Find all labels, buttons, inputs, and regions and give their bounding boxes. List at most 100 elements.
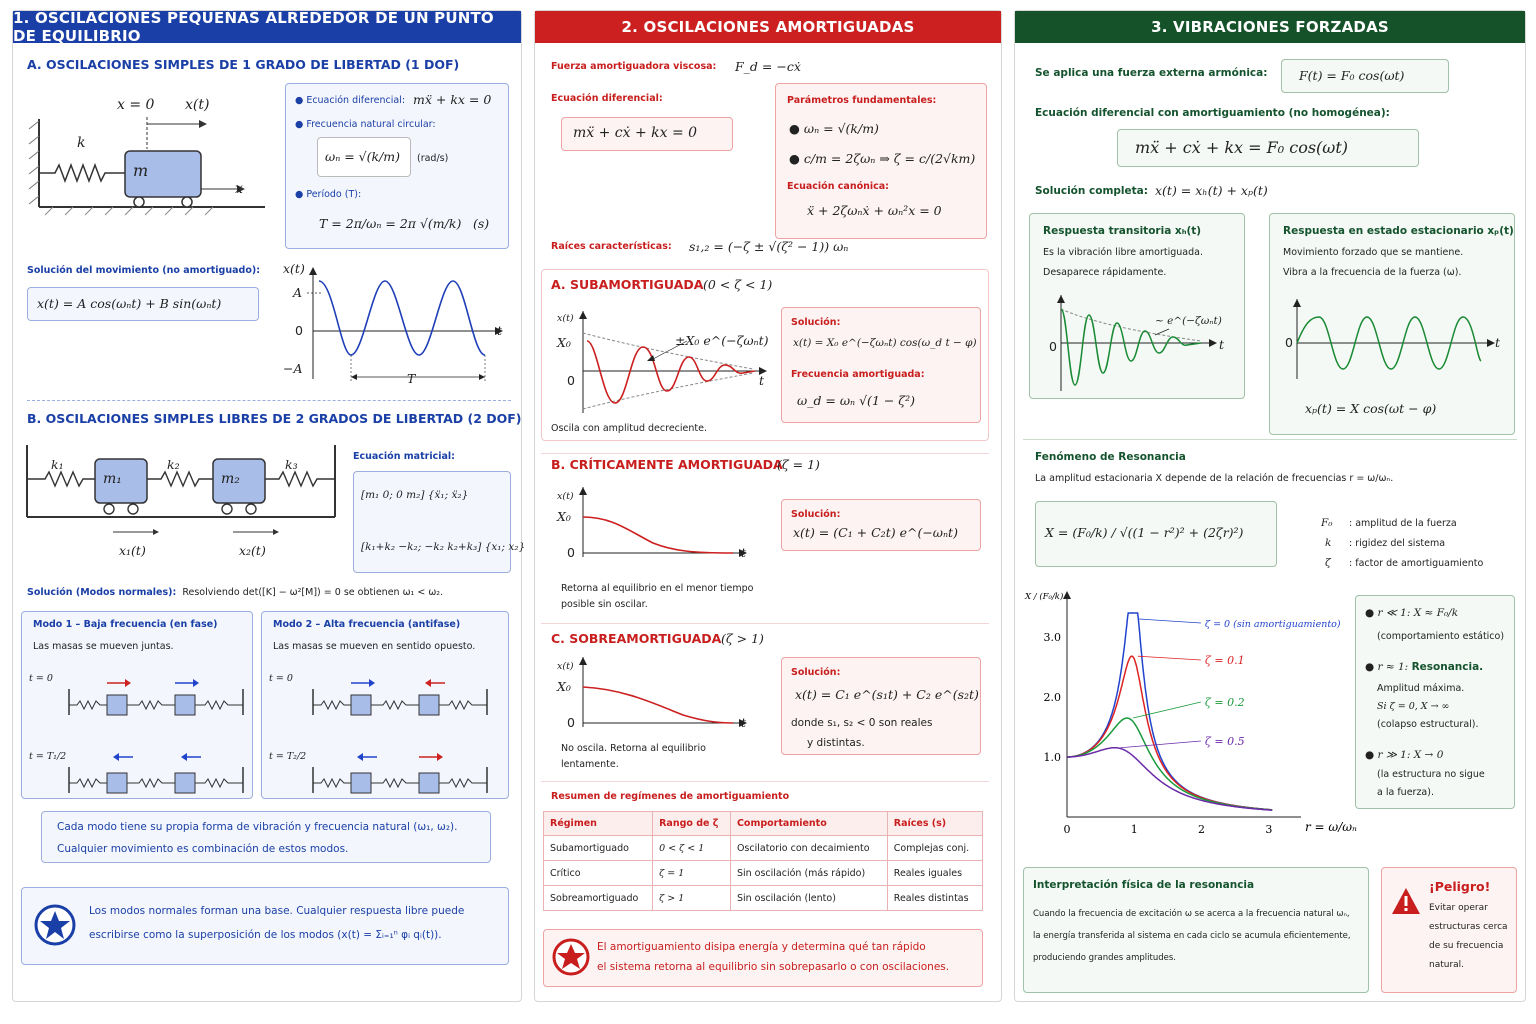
rc-label: Raíces características: [551,241,672,252]
resonance-notes-box [1355,595,1515,809]
mode2-card [261,611,509,799]
pt1a: ● r ≪ 1: X ≈ F₀/k [1365,607,1459,619]
bullet-ec-dif: ● Ecuación diferencial: [295,95,406,106]
bullet-freq: ● Frecuencia natural circular: [295,119,436,130]
cell: Sobreamortiguado [542,885,654,911]
plot-mA-label: −A [283,361,303,376]
cell: Sin oscilación (lento) [729,885,888,911]
header-col3: 3. VIBRACIONES FORZADAS [1015,11,1525,43]
plot-xt-label: x(t) [283,261,305,276]
ec-dif-label: Ecuación diferencial: [306,95,406,106]
solution-formula: x(t) = A cos(ωₙt) + B sin(ωₙt) [37,296,222,311]
damping-note-box [543,929,983,987]
modes-label: Solución (Modos normales): [27,587,177,598]
ed-formula: mẍ + cẋ + kx = 0 [573,125,698,141]
fd-label: Fuerza amortiguadora viscosa: [551,61,717,72]
underdamped-card [541,269,989,441]
B-ax-0: 0 [567,545,575,560]
B-ax-xt: x(t) [557,491,574,502]
cell: Reales distintas [886,885,984,911]
overdamped-plot [579,657,747,727]
C-sol: x(t) = C₁ e^(s₁t) + C₂ e^(s₂t) [795,687,979,702]
C-ax-0: 0 [567,715,575,730]
cell: Sin oscilación (más rápido) [729,860,888,886]
pf-label: Parámetros fundamentales: [787,95,937,106]
star-icon [34,904,76,946]
matrix-mass: [m₁ 0; 0 m₂] {ẍ₁; ẍ₂} [361,489,469,501]
danger-box [1381,867,1517,993]
nh-box [1117,129,1419,167]
matrix-box [353,471,511,573]
C-desc-2: lentamente. [561,759,619,770]
modes-note-box [41,811,491,863]
label-m1: m₁ [103,471,122,487]
B-cond: (ζ = 1) [777,457,820,472]
leg-sym-1: k [1325,537,1332,549]
period-formula: T = 2π/ωₙ = 2π √(m/k) [319,216,462,231]
plot-A-label: A [293,285,303,300]
column-damped-oscillations: 2. OSCILACIONES AMORTIGUADAS Fuerza amor… [534,10,1002,1002]
ss-ax-0: 0 [1285,335,1293,350]
series-label: ζ = 0.2 [1205,696,1245,709]
cell: Complejas conj. [886,835,984,861]
free-response-plot [307,267,503,381]
int-1: Cuando la frecuencia de excitación ω se … [1033,909,1350,919]
base-box [21,887,509,965]
f-box [1281,59,1449,93]
A-desc: Oscila con amplitud decreciente. [551,423,707,434]
pt2b: Resonancia. [1411,661,1484,673]
sc-label: Solución completa: [1035,185,1148,197]
base-text-1: Los modos normales forman una base. Cual… [89,905,465,917]
leg-txt-0: : amplitud de la fuerza [1349,518,1457,529]
danger-3: de su frecuencia [1429,941,1504,951]
x-tick-label: 1 [1131,823,1138,836]
series-label: ζ = 0 (sin amortiguamiento) [1205,619,1341,630]
can-formula: ẍ + 2ζωₙẋ + ωₙ²x = 0 [807,203,942,218]
tr-desc-2: Desaparece rápidamente. [1043,267,1167,278]
C-sol-label: Solución: [791,667,841,678]
divider [541,623,989,624]
column-forced-vibrations: 3. VIBRACIONES FORZADAS Se aplica una fu… [1014,10,1526,1002]
two-dof-diagram [26,445,336,518]
transient-plot [1057,295,1217,391]
ss-formula: xₚ(t) = X cos(ωt − φ) [1305,401,1437,416]
modes-text: Resolviendo det([K] − ω²[M]) = 0 se obti… [182,587,444,598]
mode2-diagram [312,679,488,794]
modes-note-1: Cada modo tiene su propia forma de vibra… [57,821,458,833]
tr-envelope: ~ e^(−ζωₙt) [1155,315,1222,327]
x-tick-label: 2 [1198,823,1205,836]
label-x0: x = 0 [117,97,155,113]
B-ax-X0: X₀ [557,509,571,524]
th-raices: Raíces (s) [886,811,984,836]
table-header-row: Régimen Rango de ζ Comportamiento Raíces… [542,811,984,836]
A-fa: ω_d = ωₙ √(1 − ζ²) [797,393,915,408]
B-ax-t: t [741,545,747,560]
label-k1: k₁ [51,457,64,472]
label-xt: x(t) [185,97,210,113]
plot-t-label: t [497,323,503,338]
label-k2: k₂ [167,457,180,472]
plot-0-label: 0 [295,323,303,338]
f-formula: F(t) = F₀ cos(ωt) [1299,68,1405,83]
divider [541,453,989,454]
table-row: Crítico ζ = 1 Sin oscilación (más rápido) R… [542,860,984,886]
rc-formula: s₁,₂ = (−ζ ± √(ζ² − 1)) ωₙ [689,239,849,254]
y-tick-label: 3.0 [1044,631,1062,644]
matrix-stiffness: [k₁+k₂ −k₂; −k₂ k₂+k₃] {x₁; x₂} [361,541,526,553]
C-ax-xt: x(t) [557,661,574,672]
leg-sym-0: F₀ [1321,517,1333,529]
A-cond: (0 < ζ < 1) [703,277,773,292]
A-title: A. SUBAMORTIGUADA [551,277,704,292]
pt2a: ● r ≈ 1: Resonancia. [1365,661,1484,673]
ec-dif-formula: mẍ + kx = 0 [413,92,492,107]
label-x1: x₁(t) [119,543,146,558]
label-k: k [77,135,86,151]
A-sol: x(t) = X₀ e^(−ζωₙt) cos(ω_d t − φ) [793,337,977,349]
res-title: Fenómeno de Resonancia [1035,451,1186,463]
pt2e: (colapso estructural). [1377,719,1479,730]
matrix-label: Ecuación matricial: [353,451,455,462]
steady-card [1269,213,1515,435]
mode2-title: Modo 2 – Alta frecuencia (antifase) [273,619,461,630]
divider [1023,439,1517,440]
pt3b: (la estructura no sigue [1377,769,1485,780]
